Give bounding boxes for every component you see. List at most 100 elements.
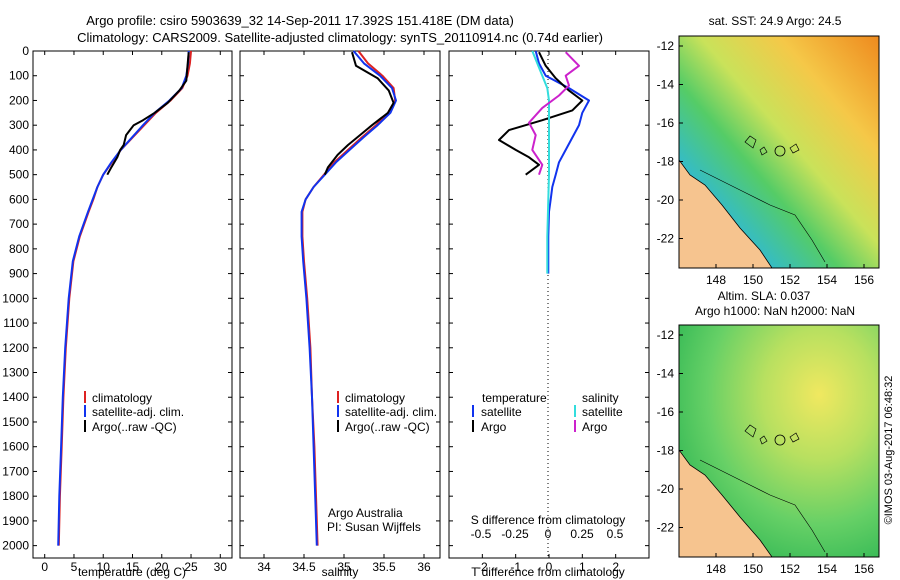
difference-panel: -2 -1 0 1 2 S difference from climatology -0…: [448, 50, 650, 579]
depth-tick-label: 1000: [2, 291, 29, 305]
depth-tick-label: 1900: [2, 514, 29, 528]
x-tick-label: 10: [97, 560, 111, 574]
lat-tick-label: -14: [657, 367, 675, 381]
series-salinity-satellite: [531, 50, 550, 274]
sla-map-frame: [678, 324, 880, 558]
difference-lines: [498, 50, 590, 274]
title-line-2: Climatology: CARS2009. Satellite-adjuste…: [77, 30, 603, 45]
temperature-xlabel: temperature (deg C): [78, 565, 186, 579]
salinity-lines: [300, 50, 397, 546]
x-tick-label: 5: [71, 560, 78, 574]
depth-tick-label: 0: [22, 44, 29, 58]
depth-tick-label: 1400: [2, 390, 29, 404]
lat-tick-label: -18: [657, 444, 675, 458]
s-tick: -0.5: [471, 527, 492, 541]
x-tick-label: -2: [477, 560, 488, 574]
sla-map-panel: Altim. SLA: 0.037 Argo h1000: NaN h2000:…: [678, 289, 880, 558]
temperature-legend: climatology satellite-adj. clim. Argo(..…: [84, 391, 184, 434]
diff-legend-t-argo: Argo: [481, 420, 507, 434]
x-tick-label: 25: [184, 560, 198, 574]
x-tick-label: -1: [510, 560, 521, 574]
x-tick-label: 0: [41, 560, 48, 574]
sst-title: sat. SST: 24.9 Argo: 24.5: [709, 14, 842, 28]
depth-tick-label: 1500: [2, 415, 29, 429]
series-climatology: [57, 50, 192, 546]
depth-tick-label: 500: [9, 168, 29, 182]
sla-title-2: Argo h1000: NaN h2000: NaN: [695, 304, 855, 318]
lat-tick-label: -16: [657, 116, 675, 130]
depth-tick-label: 400: [9, 143, 29, 157]
legend-climatology: climatology: [92, 391, 152, 405]
map-axes-ticks: -12 -14 -16 -18 -20 -22 148 150 152 154 156 -12 -14 -…: [657, 39, 875, 576]
salinity-legend: climatology satellite-adj. clim. Argo(..…: [337, 391, 437, 434]
depth-tick-label: 900: [9, 267, 29, 281]
x-tick-label: 34.5: [292, 560, 316, 574]
t-difference-axis: -2 -1 0 1 2: [477, 51, 619, 574]
credit-line-1: Argo Australia: [328, 506, 403, 520]
lon-tick-label: 152: [780, 562, 800, 576]
depth-tick-label: 800: [9, 242, 29, 256]
depth-tick-label: 2000: [2, 539, 29, 553]
lat-tick-label: -12: [657, 39, 675, 53]
lat-tick-label: -20: [657, 482, 675, 496]
diff-legend-s-argo: Argo: [582, 420, 608, 434]
series-argo-raw-qc-: [323, 51, 395, 176]
sla-land: [679, 450, 772, 557]
series-temperature-argo: [498, 51, 584, 176]
salinity-axis: 34 34.5 35 35.5 36: [257, 51, 431, 574]
depth-tick-label: 1200: [2, 341, 29, 355]
difference-legend: temperature salinity satellite Argo sate…: [472, 391, 623, 434]
lat-tick-label: -20: [657, 193, 675, 207]
sla-argo-position-marker: [774, 434, 786, 446]
sst-map: [679, 36, 879, 268]
sst-shelf-contour: [699, 169, 826, 263]
salinity-xlabel: salinity: [322, 565, 359, 579]
depth-tick-label: 300: [9, 118, 29, 132]
sst-land: [679, 160, 772, 268]
salinity-axes-frame: [239, 50, 441, 559]
sst-coastline: [679, 159, 773, 268]
diff-legend-s-satellite: satellite: [582, 405, 623, 419]
x-tick-label: 34: [257, 560, 271, 574]
difference-depth-ticks: [449, 50, 649, 547]
temperature-panel: 0100200300400500600700800900100011001200…: [2, 44, 233, 579]
depth-tick-label: 1800: [2, 489, 29, 503]
lon-tick-label: 150: [743, 273, 763, 287]
depth-axis: 0 100 200 300 400 500 600 700 800 900 1000 1100 1200…: [2, 44, 232, 553]
salinity-depth-ticks: [240, 50, 440, 547]
sal-legend-argo: Argo(..raw -QC): [345, 420, 430, 434]
series-temperature-satellite: [534, 50, 590, 274]
x-tick-label: 30: [214, 560, 228, 574]
sst-map-panel: sat. SST: 24.9 Argo: 24.5: [678, 14, 880, 269]
s-tick: 0.5: [607, 527, 624, 541]
argo-position-marker: [774, 145, 786, 157]
series-climatology: [301, 50, 397, 546]
x-tick-label: 35.5: [372, 560, 396, 574]
s-tick: 0: [545, 527, 552, 541]
series-satellite-adj-clim-: [57, 50, 190, 546]
sla-title-1: Altim. SLA: 0.037: [718, 289, 811, 303]
series-salinity-argo: [528, 51, 580, 176]
x-tick-label: 2: [612, 560, 619, 574]
sla-reef-outline: [744, 424, 800, 445]
lat-tick-label: -12: [657, 328, 675, 342]
lon-tick-label: 154: [817, 273, 837, 287]
series-argo-raw-qc-: [106, 52, 190, 176]
lon-tick-label: 148: [706, 273, 726, 287]
lon-tick-label: 156: [854, 273, 874, 287]
lat-tick-label: -22: [657, 232, 675, 246]
sla-shelf-contour: [699, 459, 826, 553]
diff-legend-temperature: temperature: [482, 391, 547, 405]
lat-tick-label: -16: [657, 405, 675, 419]
sal-legend-climatology: climatology: [345, 391, 405, 405]
depth-tick-label: 1700: [2, 464, 29, 478]
s-difference-ticks: -0.5 -0.25 0 0.25 0.5: [471, 527, 624, 541]
lon-tick-label: 148: [706, 562, 726, 576]
lat-tick-label: -14: [657, 78, 675, 92]
lon-tick-label: 150: [743, 562, 763, 576]
depth-tick-label: 1600: [2, 440, 29, 454]
x-tick-label: 0: [546, 560, 553, 574]
title-line-1: Argo profile: csiro 5903639_32 14-Sep-20…: [86, 13, 514, 28]
sst-map-frame: [678, 35, 880, 269]
